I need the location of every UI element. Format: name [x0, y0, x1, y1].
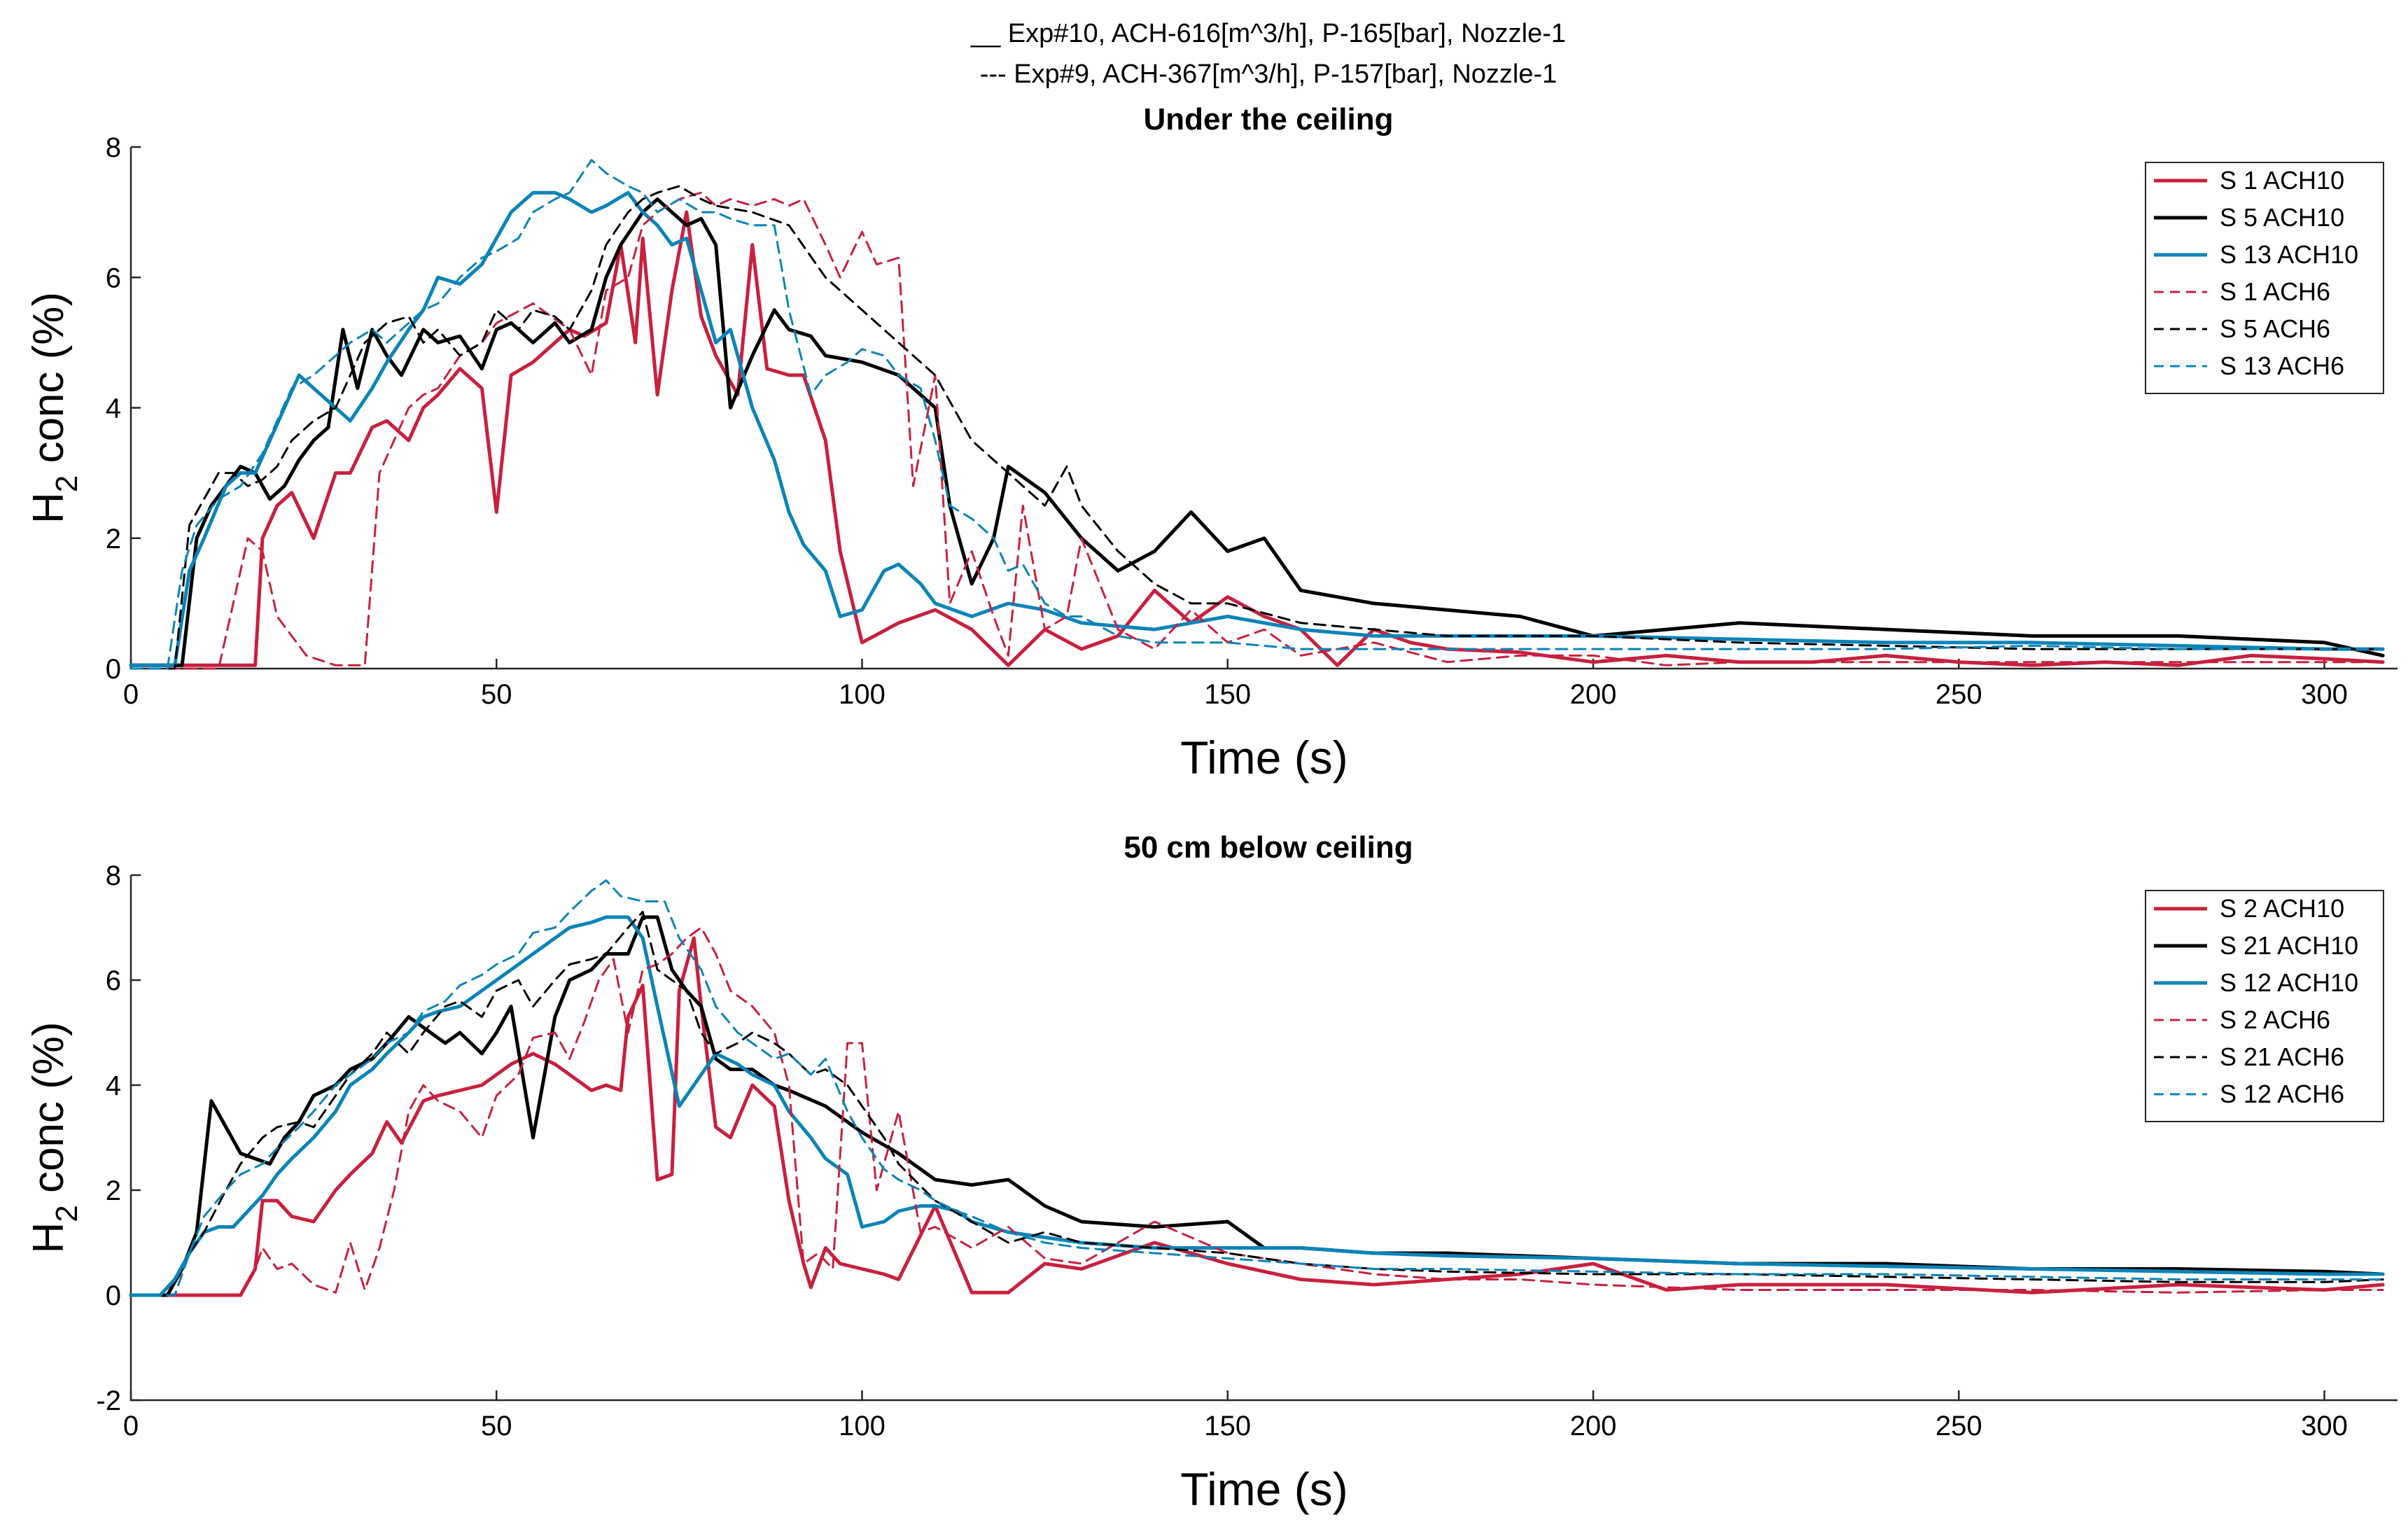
chart-1-ytick-label: -2	[96, 1385, 121, 1416]
chart-0-series-line-5	[130, 185, 2384, 670]
chart-0-xtick-label: 0	[123, 679, 139, 710]
chart-0-legend-entry: S 5 ACH6	[2220, 314, 2330, 343]
chart-0-legend-entry: S 13 ACH10	[2220, 240, 2358, 269]
chart-1-xtick-label: 150	[1204, 1411, 1251, 1441]
chart-1-axes	[130, 875, 2398, 1402]
chart-0-title: Under the ceiling	[1144, 102, 1394, 137]
chart-1-legend-entry: S 12 ACH10	[2220, 968, 2358, 997]
chart-0-y-axis-label: H2 conc (%)	[24, 292, 84, 524]
chart-0-legend: S 1 ACH10 S 5 ACH10 S 13 ACH10 S 1 ACH6 S 5 …	[2145, 162, 2384, 394]
chart-0-legend-entry: S 1 ACH6	[2220, 277, 2330, 306]
chart-1-xtick-label: 0	[123, 1411, 139, 1441]
chart-0-legend-entry: S 1 ACH10	[2220, 166, 2344, 195]
chart-0-xtick-label: 200	[1570, 679, 1617, 710]
chart-1-series-line-5	[130, 911, 2384, 1297]
chart-1-series-line-6	[130, 879, 2384, 1297]
chart-0-xtick-label: 250	[1935, 679, 1982, 710]
chart-1-xtick-label: 100	[839, 1411, 886, 1441]
header-line-1: __ Exp#10, ACH-616[m^3/h], P-165[bar], N…	[970, 19, 1566, 48]
chart-1-ytick-label: 2	[106, 1175, 121, 1206]
header-line-2: --- Exp#9, ACH-367[m^3/h], P-157[bar], N…	[980, 60, 1558, 89]
chart-0-ytick-label: 4	[106, 393, 121, 424]
chart-1-y-axis-label: H2 conc (%)	[24, 1021, 84, 1253]
chart-0-series-line-6	[130, 159, 2384, 670]
chart-1-ytick-label: 0	[106, 1280, 121, 1311]
chart-0-xtick-label: 50	[481, 679, 512, 710]
chart-1-x-axis-label: Time (s)	[1180, 1463, 1348, 1515]
chart-0-ytick-label: 2	[106, 524, 121, 554]
chart-0-legend-box	[2145, 162, 2384, 394]
chart-0-legend-entry: S 5 ACH10	[2220, 203, 2344, 232]
chart-0-series-line-3	[129, 190, 2385, 667]
chart-0-axes	[130, 147, 2398, 670]
chart-1-legend-entry: S 12 ACH6	[2220, 1080, 2344, 1108]
chart-1-title: 50 cm below ceiling	[1124, 830, 1413, 865]
chart-0-series-line-2	[129, 197, 2385, 667]
chart-0-legend-entry: S 13 ACH6	[2220, 351, 2344, 380]
chart-1-series-line-2	[129, 915, 2385, 1297]
chart-1-xtick-label: 300	[2301, 1411, 2348, 1441]
chart-1-series-line-4	[130, 926, 2384, 1297]
chart-1-xtick-label: 250	[1935, 1411, 1982, 1441]
chart-1-ytick-label: 8	[106, 860, 121, 891]
chart-0-ytick-label: 8	[106, 132, 121, 163]
chart-1-xtick-label: 50	[481, 1411, 512, 1441]
chart-1-legend-box	[2145, 890, 2384, 1122]
chart-1-legend-entry: S 2 ACH6	[2220, 1005, 2330, 1034]
chart-0-x-axis-label: Time (s)	[1180, 732, 1348, 783]
chart-0-series-line-1	[129, 210, 2385, 667]
chart-1-legend-entry: S 21 ACH6	[2220, 1042, 2344, 1071]
chart-1-legend-entry: S 21 ACH10	[2220, 931, 2358, 960]
chart-0-series-line-4	[130, 191, 2384, 670]
chart-1-xtick-label: 200	[1570, 1411, 1617, 1441]
chart-0-xtick-label: 150	[1204, 679, 1251, 710]
chart-0-ytick-label: 6	[106, 263, 121, 293]
chart-1-series-line-3	[129, 915, 2385, 1297]
chart-1-legend-entry: S 2 ACH10	[2220, 894, 2344, 923]
chart-1-ytick-label: 6	[106, 965, 121, 996]
chart-0-xtick-label: 300	[2301, 679, 2348, 710]
chart-under-ceiling: Under the ceiling 0 50 100 150 200 250 300 0 2 4 6 8…	[24, 102, 2398, 783]
chart-1-ytick-label: 4	[106, 1070, 121, 1101]
chart-0-xtick-label: 100	[839, 679, 886, 710]
chart-1-legend: S 2 ACH10 S 21 ACH10 S 12 ACH10 S 2 ACH6 S 2…	[2145, 890, 2384, 1122]
chart-0-ytick-label: 0	[106, 654, 121, 685]
